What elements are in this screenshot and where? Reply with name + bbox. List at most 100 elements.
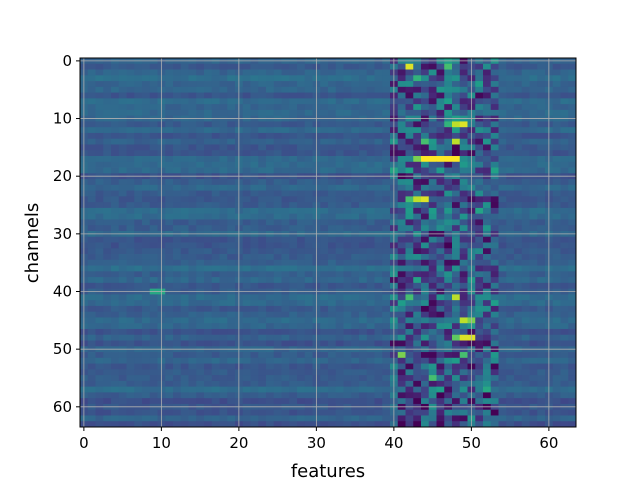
heatmap-cell	[281, 225, 290, 232]
heatmap-cell	[374, 184, 383, 192]
heatmap-cell	[103, 236, 112, 243]
heatmap-cell	[103, 305, 112, 313]
heatmap-cell	[173, 294, 182, 301]
heatmap-cell	[428, 277, 437, 284]
heatmap-cell	[444, 219, 453, 226]
heatmap-cell	[452, 98, 461, 105]
heatmap-cell	[266, 75, 275, 82]
heatmap-cell	[242, 63, 251, 70]
heatmap-cell	[258, 369, 267, 376]
heatmap-cell	[483, 161, 492, 168]
heatmap-cell	[242, 207, 251, 215]
heatmap-cell	[428, 75, 437, 82]
heatmap-cell	[211, 213, 220, 220]
heatmap-cell	[413, 196, 422, 203]
heatmap-cell	[436, 398, 445, 405]
heatmap-cell	[134, 311, 143, 318]
heatmap-cell	[258, 161, 267, 168]
heatmap-cell	[87, 75, 96, 82]
heatmap-cell	[521, 254, 530, 261]
heatmap-cell	[366, 63, 375, 70]
heatmap-cell	[359, 380, 368, 388]
grid-lines	[80, 58, 576, 427]
heatmap-cell	[173, 398, 182, 405]
heatmap-cell	[87, 265, 96, 272]
heatmap-cell	[444, 369, 453, 376]
heatmap-cell	[459, 236, 468, 243]
heatmap-cell	[475, 271, 484, 278]
heatmap-cell	[219, 63, 228, 70]
heatmap-cell	[483, 398, 492, 405]
heatmap-cell	[359, 300, 368, 307]
x-tick-label: 30	[307, 434, 326, 452]
heatmap-cell	[304, 317, 313, 324]
heatmap-cell	[397, 259, 406, 266]
heatmap-cell	[343, 75, 352, 82]
heatmap-cell	[413, 409, 422, 416]
heatmap-cell	[297, 213, 306, 220]
heatmap-cell	[95, 161, 104, 168]
heatmap-cell	[552, 156, 561, 163]
heatmap-cell	[428, 98, 437, 105]
heatmap-cell	[514, 340, 523, 347]
heatmap-cell	[126, 271, 135, 278]
heatmap-cell	[428, 409, 437, 416]
heatmap-cell	[196, 305, 205, 313]
heatmap-cell	[95, 219, 104, 226]
heatmap-cell	[366, 190, 375, 197]
heatmap-cell	[397, 121, 406, 128]
heatmap-cell	[165, 317, 174, 324]
heatmap-cell	[475, 161, 484, 168]
heatmap-cell	[273, 63, 282, 70]
x-tick-label: 10	[152, 434, 171, 452]
heatmap-cell	[242, 363, 251, 370]
heatmap-cell	[343, 271, 352, 278]
heatmap-cell	[126, 202, 135, 209]
heatmap-cell	[219, 380, 228, 388]
heatmap-cell	[273, 328, 282, 336]
heatmap-cell	[149, 156, 158, 163]
heatmap-cell	[134, 161, 143, 168]
heatmap-cell	[552, 271, 561, 278]
heatmap-cell	[529, 248, 538, 255]
heatmap-cell	[227, 98, 236, 105]
heatmap-cell	[95, 259, 104, 266]
heatmap-cell	[359, 144, 368, 151]
heatmap-cell	[397, 225, 406, 232]
heatmap-cell	[196, 363, 205, 370]
heatmap-cell	[343, 92, 352, 99]
heatmap-cell	[436, 294, 445, 301]
heatmap-cell	[180, 75, 189, 82]
heatmap-cell	[374, 219, 383, 226]
heatmap-cell	[335, 213, 344, 220]
heatmap-cell	[258, 156, 267, 163]
heatmap-cell	[421, 202, 430, 209]
heatmap-cell	[95, 138, 104, 145]
heatmap-cell	[366, 323, 375, 330]
heatmap-cell	[452, 104, 461, 111]
heatmap-cell	[382, 161, 391, 168]
heatmap-cell	[142, 282, 151, 290]
heatmap-cell	[134, 415, 143, 422]
heatmap-cell	[304, 132, 313, 140]
heatmap-cell	[219, 317, 228, 324]
heatmap-cell	[552, 380, 561, 388]
heatmap-cell	[204, 92, 213, 99]
heatmap-cell	[436, 86, 445, 93]
heatmap-cell	[459, 92, 468, 99]
heatmap-cell	[328, 300, 337, 307]
heatmap-cell	[219, 179, 228, 186]
heatmap-cell	[118, 190, 127, 197]
heatmap-cell	[242, 421, 251, 428]
heatmap-cell	[281, 207, 290, 215]
heatmap-cell	[242, 277, 251, 284]
heatmap-cell	[537, 190, 546, 197]
heatmap-cell	[180, 409, 189, 416]
heatmap-cell	[483, 300, 492, 307]
heatmap-cell	[227, 248, 236, 255]
heatmap-cell	[490, 311, 499, 318]
heatmap-cell	[475, 179, 484, 186]
heatmap-cell	[219, 277, 228, 284]
heatmap-cell	[552, 98, 561, 105]
heatmap-cell	[266, 369, 275, 376]
